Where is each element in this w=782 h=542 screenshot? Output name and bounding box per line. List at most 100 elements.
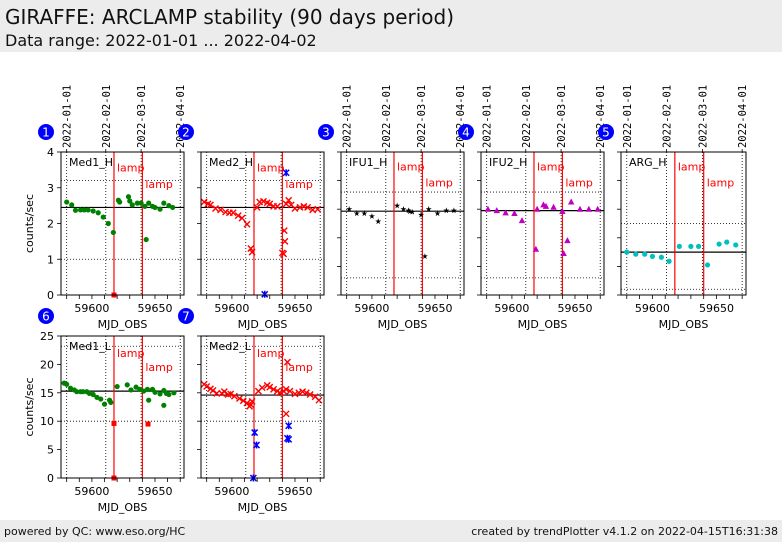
footer-created-by: created by trendPlotter v4.1.2 on 2022-0…: [471, 525, 778, 538]
data-point: [560, 250, 567, 257]
data-point: [550, 203, 557, 210]
data-point: [688, 243, 694, 249]
series-flag: [280, 227, 288, 258]
data-point: [532, 245, 540, 252]
data-point: [533, 205, 541, 212]
plots-area: 2022-01-01 2022-02-01 2022-03-01 2022-04-01…: [23, 85, 749, 514]
panel-label: ARG_H: [629, 156, 666, 169]
date-tick-label: 2022-01-01: [342, 85, 354, 148]
data-point: [157, 206, 163, 212]
x-tick-label: 59650: [557, 302, 592, 315]
panel-label: Med1_L: [69, 340, 112, 353]
panel-label: IFU1_H: [349, 156, 387, 169]
data-point: [421, 253, 428, 259]
data-point: [261, 290, 269, 298]
data-point: [649, 253, 656, 259]
data-point: [238, 214, 246, 222]
data-point: [105, 220, 111, 227]
data-point: [361, 210, 368, 217]
data-point: [128, 387, 134, 393]
x-tick-label: 59600: [635, 302, 670, 315]
x-tick-label: 59600: [494, 302, 529, 315]
data-point: [69, 202, 75, 208]
lamp-label: lamp: [397, 161, 425, 174]
panel-number: 4: [462, 126, 470, 140]
lamp-label: lamp: [707, 176, 735, 189]
data-point: [144, 386, 151, 392]
panel-number-badge: [38, 124, 54, 140]
data-point: [280, 250, 288, 258]
date-tick-label: 2022-02-01: [662, 85, 674, 148]
series-outliers: [146, 397, 167, 408]
data-point: [98, 396, 104, 402]
data-point: [266, 200, 274, 208]
data-point: [146, 200, 152, 206]
series-blue: [261, 169, 290, 298]
data-point: [72, 207, 79, 213]
plot-frame: [60, 335, 185, 479]
data-point: [251, 429, 259, 437]
lamp-label: lamp: [145, 361, 173, 374]
data-point: [200, 198, 208, 206]
data-point: [81, 207, 87, 213]
data-point: [143, 236, 149, 243]
data-point: [633, 251, 639, 257]
data-point: [252, 441, 261, 449]
panel-number: 2: [182, 126, 190, 140]
data-point: [585, 205, 593, 212]
x-tick-label: 59600: [354, 302, 389, 315]
data-point: [346, 206, 353, 212]
panel-number: 1: [42, 126, 50, 140]
panel-number-badge: [38, 308, 54, 324]
data-point: [217, 206, 225, 214]
y-tick-label: 0: [47, 289, 54, 302]
x-tick-label: 59650: [277, 302, 312, 315]
data-point: [152, 389, 158, 395]
date-tick-label: 2022-03-01: [416, 85, 428, 148]
panel-number: 6: [42, 310, 50, 324]
data-point: [100, 214, 106, 220]
data-point: [304, 203, 312, 211]
lamp-label: lamp: [257, 347, 285, 360]
data-point: [676, 243, 682, 249]
data-point: [724, 239, 730, 245]
date-tick-label: 2022-03-01: [556, 85, 568, 148]
footer-powered-by: powered by QC: www.eso.org/HC: [4, 525, 186, 538]
data-point: [125, 194, 132, 200]
plot-frame: [200, 335, 325, 479]
data-point: [568, 198, 575, 205]
data-point: [171, 390, 177, 396]
panel-number: 3: [322, 126, 330, 140]
lamp-label: lamp: [117, 347, 145, 360]
data-point: [405, 207, 412, 214]
data-point: [170, 204, 176, 211]
data-point: [280, 227, 288, 235]
data-point: [266, 383, 274, 391]
data-point: [270, 385, 278, 393]
data-point: [243, 220, 251, 228]
data-point: [161, 402, 167, 408]
data-point: [559, 207, 566, 214]
data-point: [85, 207, 91, 213]
series-main: [484, 198, 601, 224]
data-point: [114, 383, 120, 390]
data-point: [77, 207, 84, 213]
data-point: [234, 212, 242, 220]
x-axis-label: MJD_OBS: [238, 501, 288, 514]
data-point: [306, 391, 314, 398]
lamp-label: lamp: [565, 176, 593, 189]
data-point: [286, 387, 294, 395]
data-point: [315, 396, 323, 404]
data-point: [129, 202, 135, 208]
data-point: [259, 197, 267, 205]
data-point: [484, 205, 492, 212]
data-point: [95, 210, 101, 216]
data-point: [425, 206, 432, 212]
lamp-label: lamp: [257, 162, 285, 175]
x-axis-label: MJD_OBS: [238, 318, 288, 331]
data-point: [704, 262, 711, 268]
x-tick-label: 59650: [137, 485, 172, 498]
data-point: [394, 202, 401, 209]
data-point: [282, 200, 290, 208]
data-point: [273, 202, 281, 210]
